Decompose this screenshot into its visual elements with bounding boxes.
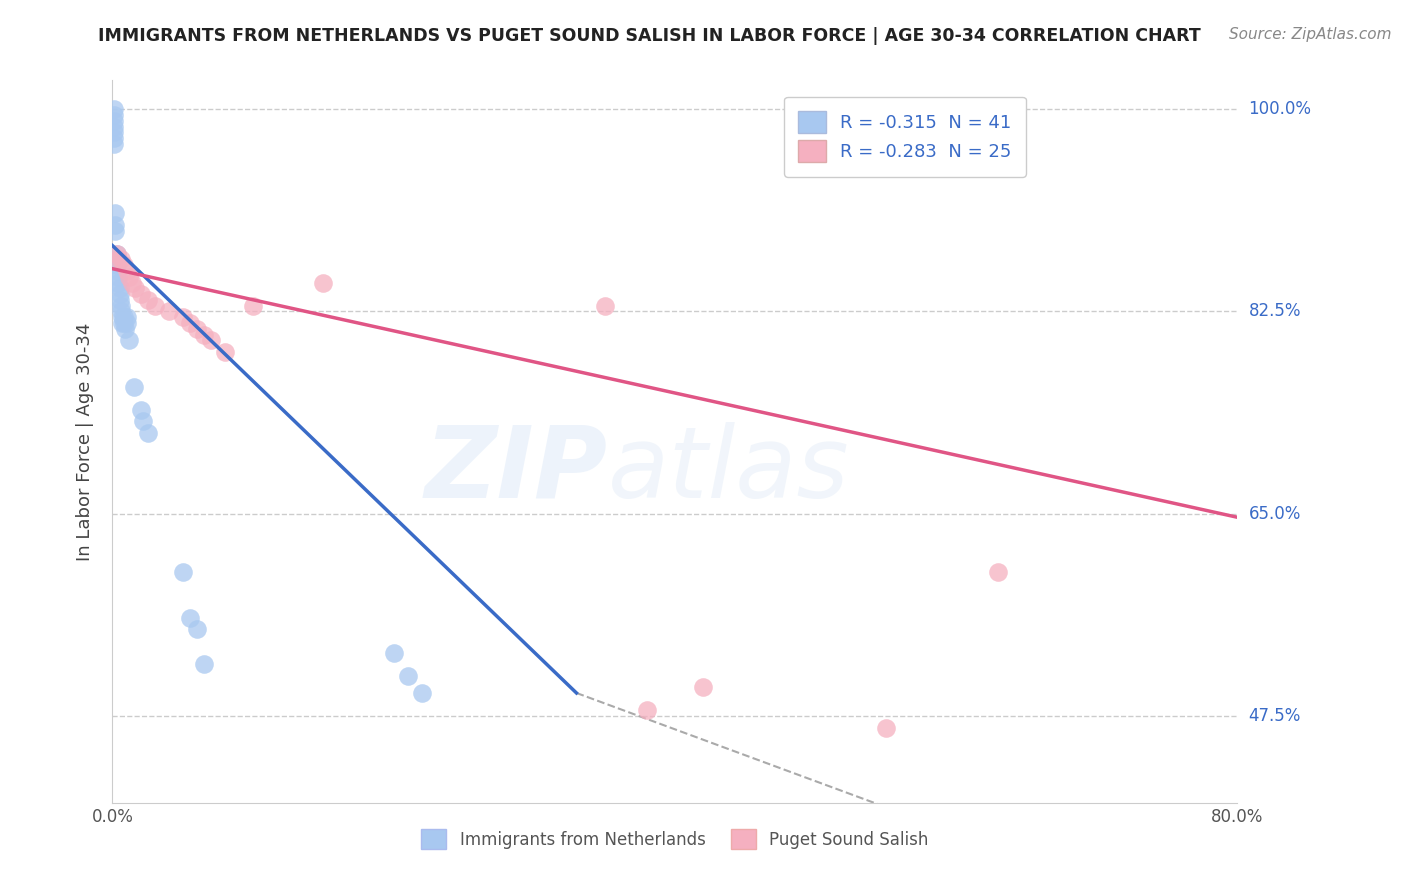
Point	[172, 310, 194, 325]
Point	[107, 252, 129, 267]
Text: 65.0%: 65.0%	[1249, 505, 1301, 523]
Point	[111, 316, 134, 330]
Point	[411, 686, 433, 700]
Point	[110, 299, 132, 313]
Point	[108, 293, 131, 307]
Text: 82.5%: 82.5%	[1249, 302, 1301, 320]
Point	[112, 316, 135, 330]
Point	[186, 623, 208, 637]
Point	[105, 246, 128, 260]
Point	[108, 287, 131, 301]
Point	[157, 304, 180, 318]
Point	[143, 299, 166, 313]
Text: 100.0%: 100.0%	[1249, 100, 1312, 118]
Point	[242, 299, 264, 313]
Point	[121, 276, 143, 290]
Point	[136, 293, 159, 307]
Point	[110, 252, 132, 267]
Point	[103, 136, 125, 151]
Point	[115, 316, 138, 330]
Point	[111, 310, 134, 325]
Point	[186, 322, 208, 336]
Point	[129, 402, 152, 417]
Point	[110, 304, 132, 318]
Point	[105, 246, 128, 260]
Y-axis label: In Labor Force | Age 30-34: In Labor Force | Age 30-34	[76, 322, 94, 561]
Point	[172, 565, 194, 579]
Point	[115, 264, 138, 278]
Point	[103, 131, 125, 145]
Point	[692, 680, 714, 694]
Legend: Immigrants from Netherlands, Puget Sound Salish: Immigrants from Netherlands, Puget Sound…	[415, 822, 935, 856]
Point	[103, 113, 125, 128]
Point	[105, 252, 128, 267]
Point	[112, 310, 135, 325]
Point	[104, 218, 127, 232]
Text: Source: ZipAtlas.com: Source: ZipAtlas.com	[1229, 27, 1392, 42]
Point	[105, 264, 128, 278]
Point	[200, 334, 222, 348]
Point	[396, 668, 419, 682]
Point	[103, 125, 125, 139]
Point	[179, 316, 201, 330]
Point	[108, 281, 131, 295]
Point	[115, 310, 138, 325]
Point	[875, 721, 897, 735]
Point	[136, 425, 159, 440]
Point	[118, 334, 141, 348]
Point	[193, 657, 215, 671]
Point	[481, 819, 503, 833]
Text: atlas: atlas	[607, 422, 849, 519]
Point	[104, 223, 127, 237]
Point	[382, 646, 405, 660]
Text: ZIP: ZIP	[425, 422, 607, 519]
Point	[107, 269, 129, 284]
Point	[987, 565, 1010, 579]
Point	[129, 287, 152, 301]
Point	[193, 327, 215, 342]
Text: IMMIGRANTS FROM NETHERLANDS VS PUGET SOUND SALISH IN LABOR FORCE | AGE 30-34 COR: IMMIGRANTS FROM NETHERLANDS VS PUGET SOU…	[98, 27, 1201, 45]
Point	[114, 322, 136, 336]
Point	[112, 258, 135, 272]
Point	[105, 258, 128, 272]
Point	[104, 206, 127, 220]
Point	[118, 269, 141, 284]
Point	[107, 276, 129, 290]
Point	[103, 108, 125, 122]
Point	[636, 703, 658, 717]
Point	[593, 299, 616, 313]
Point	[312, 276, 335, 290]
Point	[122, 379, 145, 393]
Point	[103, 120, 125, 134]
Point	[179, 611, 201, 625]
Text: 47.5%: 47.5%	[1249, 707, 1301, 725]
Point	[214, 345, 236, 359]
Point	[132, 414, 155, 428]
Point	[103, 102, 125, 116]
Point	[124, 281, 146, 295]
